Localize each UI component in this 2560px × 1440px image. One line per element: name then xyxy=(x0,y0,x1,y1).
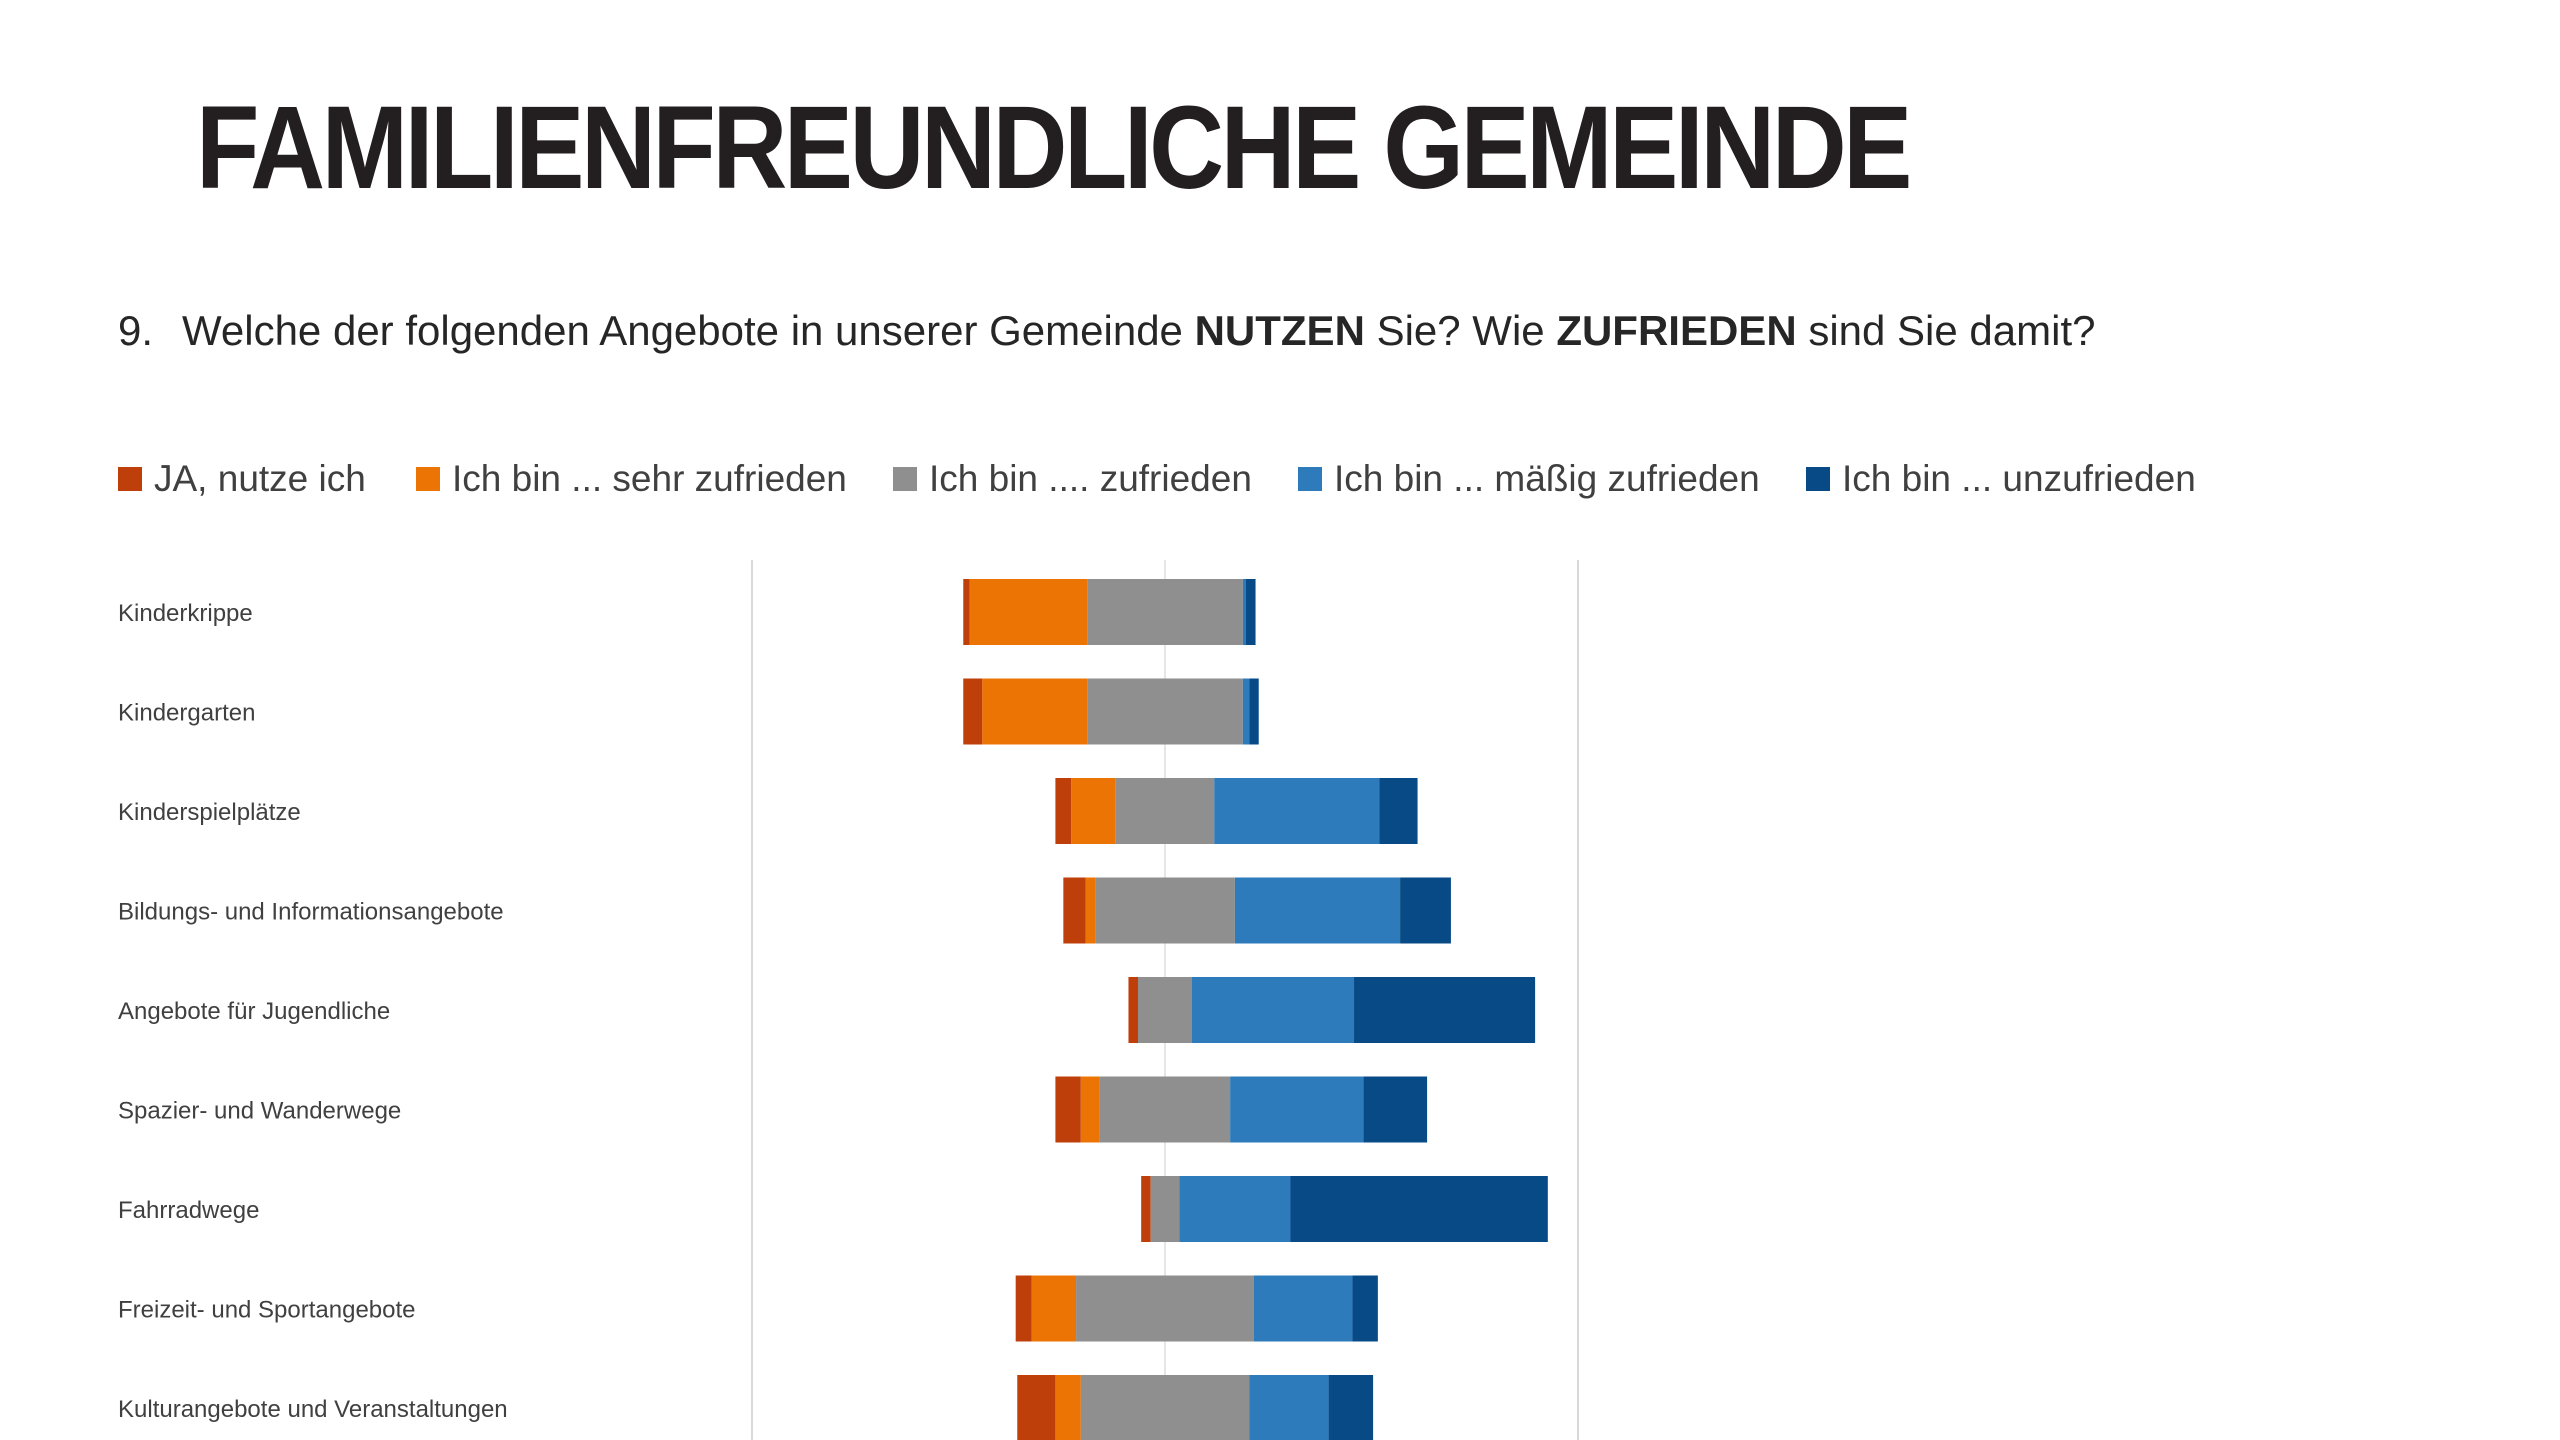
bar-segment xyxy=(1179,1176,1291,1242)
bar-segment xyxy=(1080,1076,1100,1143)
bar-segment xyxy=(1095,877,1235,944)
bar-segment xyxy=(1214,778,1380,844)
bar-segment xyxy=(1017,1375,1056,1440)
category-label: Kindergarten xyxy=(118,700,255,727)
bar-segment xyxy=(1246,579,1256,645)
category-label: Kinderspielplätze xyxy=(118,799,301,826)
bar-segment xyxy=(1128,977,1138,1043)
legend-item-unzufrieden: Ich bin ... unzufrieden xyxy=(1806,458,2196,500)
bar-segment xyxy=(1253,1275,1353,1342)
category-label: Spazier- und Wanderwege xyxy=(118,1098,401,1125)
category-label: Freizeit- und Sportangebote xyxy=(118,1297,416,1324)
legend-swatch xyxy=(1298,467,1322,491)
bar-segment xyxy=(1150,1176,1180,1242)
question-text-part-2: Sie? Wie xyxy=(1364,307,1557,354)
question-number: 9. xyxy=(118,307,154,354)
legend-swatch xyxy=(893,467,917,491)
bar-segment xyxy=(1015,1275,1032,1342)
bar-segment xyxy=(1249,1375,1329,1440)
question-emphasis-satisfied: ZUFRIEDEN xyxy=(1556,307,1797,354)
legend-item-zufrieden: Ich bin .... zufrieden xyxy=(893,458,1252,500)
bar-segment xyxy=(1085,877,1096,944)
bar-segment xyxy=(963,579,970,645)
category-label: Kinderkrippe xyxy=(118,600,253,627)
bar-segment xyxy=(1328,1375,1374,1440)
bar-segment xyxy=(1249,678,1259,745)
bar-segment xyxy=(1080,1375,1250,1440)
bar-segment xyxy=(1379,778,1418,844)
legend-item-ja-nutze-ich: JA, nutze ich xyxy=(118,458,366,500)
bar-segment xyxy=(969,579,1088,645)
bar-segment xyxy=(1363,1076,1428,1143)
bar-segment xyxy=(1055,778,1072,844)
bar-segment xyxy=(1087,579,1243,645)
bar-segment xyxy=(1055,1076,1081,1143)
bar-segment xyxy=(1115,778,1215,844)
bar-segment xyxy=(1055,1375,1081,1440)
bar-segment xyxy=(1138,977,1193,1043)
bar-segment xyxy=(1230,1076,1364,1143)
bar-segment xyxy=(1087,678,1243,745)
legend-label: Ich bin ... unzufrieden xyxy=(1842,458,2196,499)
bar-segment xyxy=(963,678,983,745)
legend-item-maessig-zufrieden: Ich bin ... mäßig zufrieden xyxy=(1298,458,1760,500)
bar-segment xyxy=(1352,1275,1378,1342)
bar-segment xyxy=(1063,877,1086,944)
bar-segment xyxy=(1354,977,1536,1043)
bar-segment xyxy=(1242,579,1247,645)
bar-segment xyxy=(1242,678,1250,745)
category-label: Bildungs- und Informationsangebote xyxy=(118,899,504,926)
legend-swatch xyxy=(118,467,142,491)
bar-segment xyxy=(1031,1275,1077,1342)
bar-segment xyxy=(1192,977,1355,1043)
category-label: Kulturangebote und Veranstaltungen xyxy=(118,1396,508,1423)
bar-segment xyxy=(1071,778,1116,844)
diverging-bar-chart: Kinderkrippe Kindergarten Kinderspielplätz… xyxy=(118,560,1579,1440)
bar-segment xyxy=(982,678,1088,745)
bar-segment xyxy=(1234,877,1401,944)
category-label: Fahrradwege xyxy=(118,1197,259,1224)
bar-segment xyxy=(1400,877,1451,944)
legend-label: Ich bin .... zufrieden xyxy=(929,458,1252,499)
question-text-part-3: sind Sie damit? xyxy=(1796,307,2096,354)
bar-segment xyxy=(1141,1176,1151,1242)
legend-swatch xyxy=(1806,467,1830,491)
category-label: Angebote für Jugendliche xyxy=(118,998,390,1025)
bar-segment xyxy=(1290,1176,1548,1242)
question-emphasis-use: NUTZEN xyxy=(1194,307,1365,354)
bar-segment xyxy=(1099,1076,1231,1143)
bar-segment xyxy=(1076,1275,1254,1342)
legend-label: Ich bin ... mäßig zufrieden xyxy=(1334,458,1760,499)
legend-label: Ich bin ... sehr zufrieden xyxy=(452,458,847,499)
legend-label: JA, nutze ich xyxy=(154,458,366,499)
legend-swatch xyxy=(416,467,440,491)
question-text: Welche der folgenden Angebote in unserer… xyxy=(182,300,2162,362)
question-text-part-1: Welche der folgenden Angebote in unserer… xyxy=(182,307,1195,354)
page-title: FAMILIENFREUNDLICHE GEMEINDE xyxy=(196,82,1912,214)
legend-item-sehr-zufrieden: Ich bin ... sehr zufrieden xyxy=(416,458,847,500)
